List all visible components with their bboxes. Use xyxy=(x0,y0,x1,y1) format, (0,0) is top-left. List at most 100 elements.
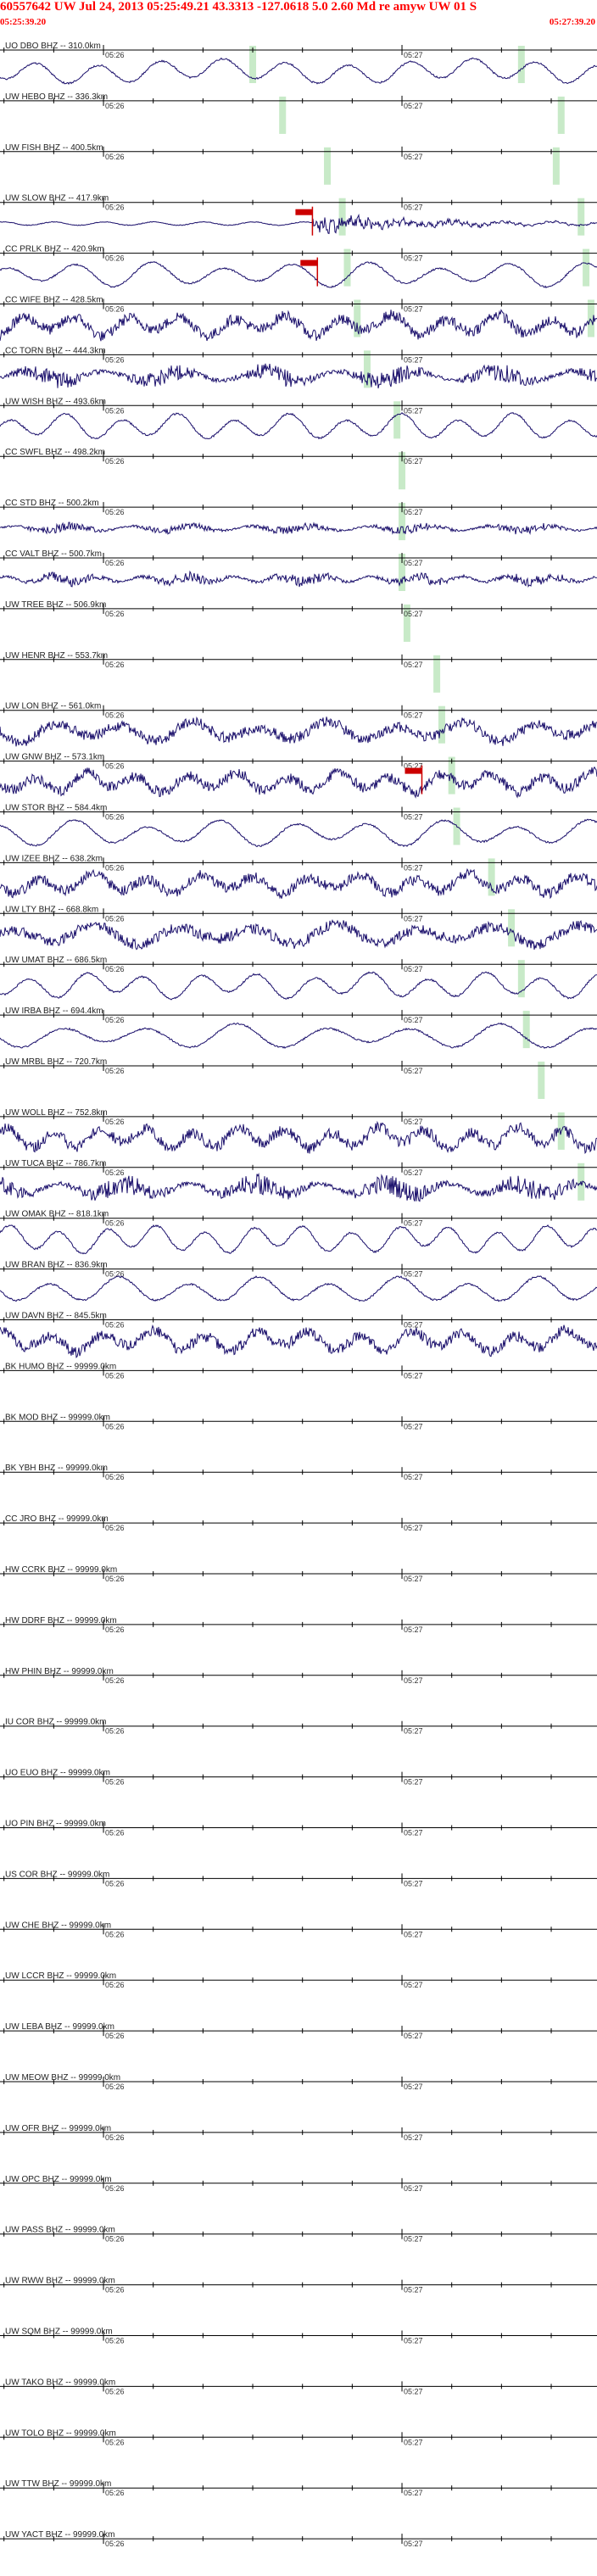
minute-tick-label: 05:26 xyxy=(105,1676,125,1685)
event-title: 60557642 UW Jul 24, 2013 05:25:49.21 43.… xyxy=(0,0,477,14)
minute-tick-label: 05:26 xyxy=(105,559,125,567)
waveform-trace xyxy=(0,1224,597,1255)
phase-marker xyxy=(508,909,516,947)
minute-tick-label: 05:27 xyxy=(404,863,423,872)
waveform-trace xyxy=(0,867,597,900)
minute-tick-label: 05:26 xyxy=(105,661,125,669)
minute-tick-label: 05:26 xyxy=(105,305,125,314)
minute-tick-label: 05:27 xyxy=(404,1270,423,1279)
minute-tick-label: 05:26 xyxy=(105,2540,125,2548)
end-time-label: 05:27:39.20 xyxy=(549,17,595,27)
station-label: UW HEBO BHZ -- 336.3km xyxy=(5,92,108,102)
minute-tick-label: 05:26 xyxy=(105,254,125,263)
waveform-trace xyxy=(0,1275,597,1302)
minute-tick-label: 05:27 xyxy=(404,204,423,212)
station-label: CC PRLK BHZ -- 420.9km xyxy=(5,245,104,254)
minute-tick-label: 05:27 xyxy=(404,51,423,59)
station-label: UW OFR BHZ -- 99999.0km xyxy=(5,2124,111,2133)
station-label: UW OPC BHZ -- 99999.0km xyxy=(5,2175,112,2184)
minute-tick-label: 05:27 xyxy=(404,2184,423,2193)
pick-flag xyxy=(405,767,422,774)
minute-tick-label: 05:26 xyxy=(105,457,125,466)
phase-marker xyxy=(354,299,361,337)
station-label: UW LEBA BHZ -- 99999.0km xyxy=(5,2022,114,2032)
minute-tick-label: 05:27 xyxy=(404,661,423,669)
minute-tick-label: 05:27 xyxy=(404,1422,423,1430)
phase-marker xyxy=(517,46,525,83)
minute-tick-label: 05:26 xyxy=(105,762,125,771)
phase-marker xyxy=(279,96,287,134)
minute-tick-label: 05:27 xyxy=(404,2337,423,2345)
minute-tick-label: 05:27 xyxy=(404,1371,423,1380)
station-label: CC SWFL BHZ -- 498.2km xyxy=(5,448,105,457)
minute-tick-label: 05:26 xyxy=(105,2438,125,2446)
minute-tick-label: 05:26 xyxy=(105,1727,125,1736)
minute-tick-label: 05:27 xyxy=(404,813,423,822)
phase-marker xyxy=(399,554,406,591)
minute-tick-label: 05:27 xyxy=(404,1625,423,1634)
minute-tick-label: 05:26 xyxy=(105,204,125,212)
minute-tick-label: 05:27 xyxy=(404,1829,423,1837)
phase-marker xyxy=(433,655,441,693)
minute-tick-label: 05:27 xyxy=(404,559,423,567)
waveform-trace xyxy=(0,213,597,235)
waveform-trace xyxy=(0,716,597,747)
station-label: CC TORN BHZ -- 444.3km xyxy=(5,346,106,355)
station-label: CC WIFE BHZ -- 428.5km xyxy=(5,296,103,305)
minute-tick-label: 05:27 xyxy=(404,457,423,466)
waveform-trace xyxy=(0,919,597,951)
minute-tick-label: 05:27 xyxy=(404,711,423,720)
minute-tick-label: 05:26 xyxy=(105,965,125,973)
station-label: UW MRBL BHZ -- 720.7km xyxy=(5,1057,107,1067)
minute-tick-label: 05:26 xyxy=(105,51,125,59)
minute-tick-label: 05:27 xyxy=(404,355,423,364)
minute-tick-label: 05:27 xyxy=(404,2235,423,2244)
station-label: UW UMAT BHZ -- 686.5km xyxy=(5,956,107,965)
minute-tick-label: 05:27 xyxy=(404,1219,423,1228)
station-label: UW DAVN BHZ -- 845.5km xyxy=(5,1312,107,1321)
minute-tick-label: 05:26 xyxy=(105,2083,125,2091)
waveform-trace xyxy=(0,1324,597,1358)
station-label: UW SLOW BHZ -- 417.9km xyxy=(5,194,109,204)
station-label: UW BRAN BHZ -- 836.9km xyxy=(5,1261,108,1270)
station-label: UW CHE BHZ -- 99999.0km xyxy=(5,1921,111,1930)
minute-tick-label: 05:27 xyxy=(404,1727,423,1736)
waveform-trace xyxy=(0,261,597,289)
minute-tick-label: 05:26 xyxy=(105,1879,125,1887)
minute-tick-label: 05:26 xyxy=(105,813,125,822)
minute-tick-label: 05:26 xyxy=(105,2337,125,2345)
station-label: UW TUCA BHZ -- 786.7km xyxy=(5,1159,106,1168)
minute-tick-label: 05:26 xyxy=(105,914,125,923)
waveform-trace xyxy=(0,1022,597,1049)
minute-tick-label: 05:26 xyxy=(105,1829,125,1837)
minute-tick-label: 05:27 xyxy=(404,1016,423,1024)
station-label: UW MEOW BHZ -- 99999.0km xyxy=(5,2073,120,2083)
minute-tick-label: 05:26 xyxy=(105,2133,125,2142)
phase-marker xyxy=(399,452,406,490)
phase-marker xyxy=(583,248,590,287)
station-label: UO EUO BHZ -- 99999.0km xyxy=(5,1769,110,1778)
minute-tick-label: 05:26 xyxy=(105,1270,125,1279)
minute-tick-label: 05:26 xyxy=(105,1422,125,1430)
pick-flag xyxy=(300,259,318,266)
minute-tick-label: 05:26 xyxy=(105,1524,125,1532)
waveform-trace xyxy=(0,363,597,389)
phase-marker xyxy=(343,248,351,287)
phase-marker xyxy=(488,858,495,896)
station-label: BK HUMO BHZ -- 99999.0km xyxy=(5,1362,116,1371)
station-label: UW LTY BHZ -- 668.8km xyxy=(5,905,98,914)
station-label: UW HENR BHZ -- 553.7km xyxy=(5,651,108,661)
phase-marker xyxy=(403,604,410,642)
minute-tick-label: 05:26 xyxy=(105,1168,125,1177)
phase-marker xyxy=(399,503,406,541)
waveform-trace xyxy=(0,309,597,342)
minute-tick-label: 05:27 xyxy=(404,2286,423,2294)
station-label: UO PIN BHZ -- 99999.0km xyxy=(5,1820,106,1829)
station-label: UW LCCR BHZ -- 99999.0km xyxy=(5,1971,116,1981)
minute-tick-label: 05:27 xyxy=(404,406,423,415)
waveform-trace xyxy=(0,1120,597,1154)
minute-tick-label: 05:26 xyxy=(105,153,125,161)
station-label: BK MOD BHZ -- 99999.0km xyxy=(5,1413,110,1422)
minute-tick-label: 05:26 xyxy=(105,863,125,872)
station-label: UW IZEE BHZ -- 638.2km xyxy=(5,854,103,863)
